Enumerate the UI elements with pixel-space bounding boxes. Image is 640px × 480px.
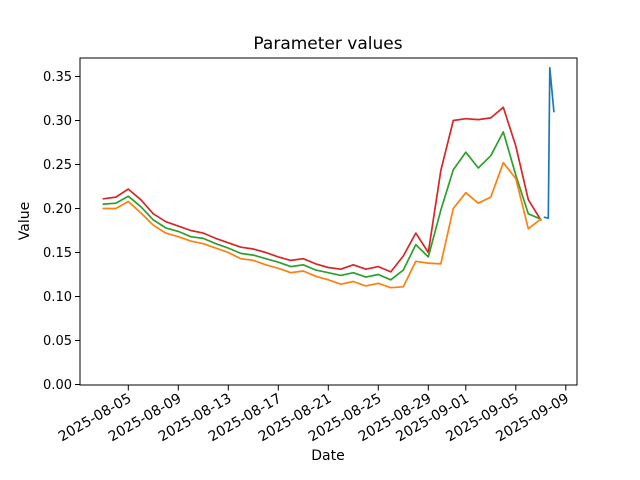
axes-layer: 0.000.050.100.150.200.250.300.352025-08-… bbox=[43, 57, 578, 445]
series-green-line bbox=[102, 131, 542, 281]
series-orange-line bbox=[102, 161, 542, 289]
y-tick-label: 0.20 bbox=[43, 202, 72, 217]
y-tick-label: 0.00 bbox=[43, 378, 72, 393]
y-tick-label: 0.05 bbox=[43, 334, 72, 349]
x-axis-label: Date bbox=[311, 448, 344, 464]
series-red-line bbox=[102, 106, 542, 273]
series-blue-line bbox=[543, 66, 555, 220]
y-tick-label: 0.25 bbox=[43, 158, 72, 173]
y-tick-label: 0.10 bbox=[43, 290, 72, 305]
chart-title: Parameter values bbox=[253, 34, 402, 54]
y-tick-label: 0.30 bbox=[43, 114, 72, 129]
y-axis-label: Value bbox=[17, 202, 33, 240]
y-tick-label: 0.35 bbox=[43, 70, 72, 85]
y-tick-label: 0.15 bbox=[43, 246, 72, 261]
series-layer bbox=[102, 66, 555, 289]
